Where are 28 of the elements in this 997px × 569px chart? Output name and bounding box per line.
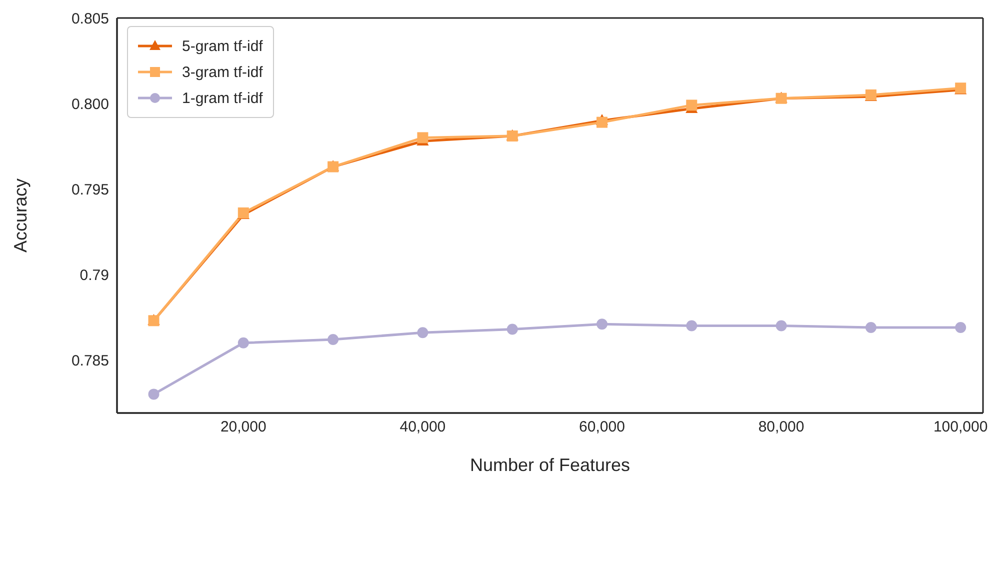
point: [955, 322, 966, 333]
legend-label: 1-gram tf-idf: [182, 90, 263, 106]
y-tick-label: 0.800: [71, 96, 109, 113]
y-tick-label: 0.79: [80, 266, 109, 284]
legend-label: 3-gram tf-idf: [182, 64, 263, 80]
x-tick-label: 60,000: [579, 418, 625, 436]
point: [686, 100, 698, 111]
point: [865, 322, 876, 333]
point: [148, 388, 160, 400]
x-axis-title: Number of Features: [470, 455, 630, 475]
y-axis-title: Accuracy: [10, 178, 30, 253]
x-tick-label: 80,000: [758, 418, 804, 436]
x-tick-label: 100,000: [933, 418, 988, 436]
y-tick-label: 0.795: [71, 181, 109, 198]
point: [417, 327, 428, 338]
x-tick-label: 20,000: [220, 418, 266, 436]
point: [238, 337, 249, 348]
y-tick-label: 0.805: [71, 10, 109, 28]
point: [596, 116, 608, 128]
x-tick-label: 40,000: [400, 418, 446, 436]
point: [417, 132, 428, 144]
point: [596, 318, 608, 330]
y-tick-label: 0.785: [71, 352, 109, 370]
point: [776, 320, 787, 332]
point: [686, 320, 698, 332]
legend-label: 5-gram tf-idf: [182, 38, 263, 54]
point: [506, 324, 518, 335]
point: [328, 334, 339, 345]
